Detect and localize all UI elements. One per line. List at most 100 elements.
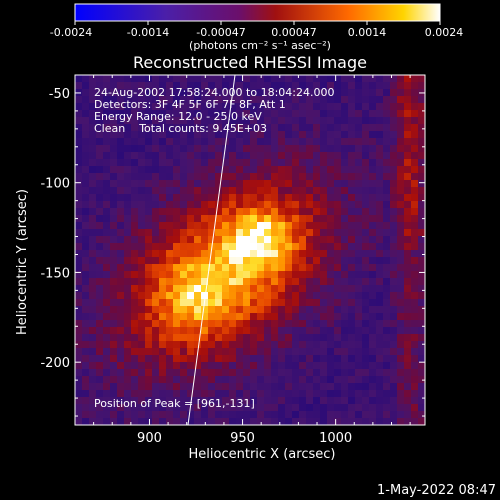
heatmap-cell <box>299 264 307 272</box>
heatmap-cell <box>250 124 258 132</box>
heatmap-cell <box>271 418 279 425</box>
heatmap-cell <box>397 103 405 111</box>
heatmap-cell <box>103 131 111 139</box>
heatmap-cell <box>341 152 349 160</box>
heatmap-cell <box>250 89 258 97</box>
heatmap-cell <box>313 285 321 293</box>
heatmap-cell <box>103 348 111 356</box>
heatmap-cell <box>138 138 146 146</box>
heatmap-cell <box>411 404 419 412</box>
heatmap-cell <box>124 180 132 188</box>
heatmap-cell <box>222 243 230 251</box>
heatmap-cell <box>96 138 104 146</box>
heatmap-cell <box>208 271 216 279</box>
heatmap-cell <box>173 187 181 195</box>
heatmap-cell <box>236 341 244 349</box>
heatmap-cell <box>271 306 279 314</box>
heatmap-cell <box>201 355 209 363</box>
heatmap-cell <box>418 152 425 160</box>
heatmap-cell <box>362 320 370 328</box>
heatmap-cell <box>285 89 293 97</box>
heatmap-cell <box>313 327 321 335</box>
heatmap-cell <box>278 369 286 377</box>
heatmap-cell <box>257 208 265 216</box>
heatmap-cell <box>145 362 153 370</box>
heatmap-cell <box>264 397 272 405</box>
heatmap-cell <box>299 306 307 314</box>
heatmap-cell <box>152 131 160 139</box>
heatmap-cell <box>292 208 300 216</box>
heatmap-cell <box>292 138 300 146</box>
heatmap-cell <box>355 418 363 425</box>
heatmap-cell <box>383 180 391 188</box>
heatmap-cell <box>376 201 384 209</box>
heatmap-cell <box>110 145 118 153</box>
heatmap-cell <box>376 306 384 314</box>
heatmap-cell <box>320 96 328 104</box>
heatmap-cell <box>320 145 328 153</box>
heatmap-cell <box>397 271 405 279</box>
heatmap-cell <box>110 180 118 188</box>
heatmap-cell <box>124 75 132 83</box>
heatmap-cell <box>117 313 125 321</box>
heatmap-cell <box>404 117 412 125</box>
heatmap-cell <box>166 110 174 118</box>
heatmap-cell <box>131 138 139 146</box>
heatmap-cell <box>229 320 237 328</box>
heatmap-cell <box>278 103 286 111</box>
heatmap-cell <box>110 131 118 139</box>
heatmap-cell <box>243 250 251 258</box>
heatmap-cell <box>208 173 216 181</box>
heatmap-cell <box>292 383 300 391</box>
heatmap-cell <box>369 159 377 167</box>
heatmap-cell <box>348 145 356 153</box>
heatmap-cell <box>348 278 356 286</box>
heatmap-cell <box>194 383 202 391</box>
heatmap-cell <box>187 292 195 300</box>
heatmap-cell <box>103 96 111 104</box>
heatmap-cell <box>173 271 181 279</box>
heatmap-cell <box>236 124 244 132</box>
heatmap-cell <box>292 187 300 195</box>
heatmap-cell <box>285 397 293 405</box>
heatmap-cell <box>383 152 391 160</box>
heatmap-cell <box>75 348 83 356</box>
heatmap-cell <box>124 138 132 146</box>
heatmap-cell <box>187 82 195 90</box>
heatmap-cell <box>334 334 342 342</box>
heatmap-cell <box>278 229 286 237</box>
heatmap-cell <box>306 110 314 118</box>
heatmap-cell <box>145 278 153 286</box>
heatmap-cell <box>229 362 237 370</box>
heatmap-cell <box>334 131 342 139</box>
heatmap-cell <box>173 243 181 251</box>
heatmap-cell <box>110 397 118 405</box>
heatmap-cell <box>320 103 328 111</box>
heatmap-cell <box>110 138 118 146</box>
heatmap-cell <box>299 159 307 167</box>
heatmap-cell <box>334 173 342 181</box>
heatmap-cell <box>215 103 223 111</box>
heatmap-cell <box>131 89 139 97</box>
heatmap-cell <box>124 369 132 377</box>
heatmap-cell <box>264 208 272 216</box>
heatmap-cell <box>187 341 195 349</box>
heatmap-cell <box>75 292 83 300</box>
heatmap-cell <box>369 117 377 125</box>
heatmap-cell <box>236 89 244 97</box>
heatmap-cell <box>250 229 258 237</box>
heatmap-cell <box>411 187 419 195</box>
heatmap-cell <box>229 299 237 307</box>
heatmap-cell <box>404 82 412 90</box>
heatmap-cell <box>404 159 412 167</box>
heatmap-cell <box>75 341 83 349</box>
heatmap-cell <box>404 229 412 237</box>
heatmap-cell <box>313 208 321 216</box>
heatmap-cell <box>285 159 293 167</box>
heatmap-cell <box>124 355 132 363</box>
heatmap-cell <box>117 404 125 412</box>
heatmap-cell <box>173 411 181 419</box>
heatmap-cell <box>390 327 398 335</box>
heatmap-cell <box>103 208 111 216</box>
heatmap-cell <box>117 299 125 307</box>
